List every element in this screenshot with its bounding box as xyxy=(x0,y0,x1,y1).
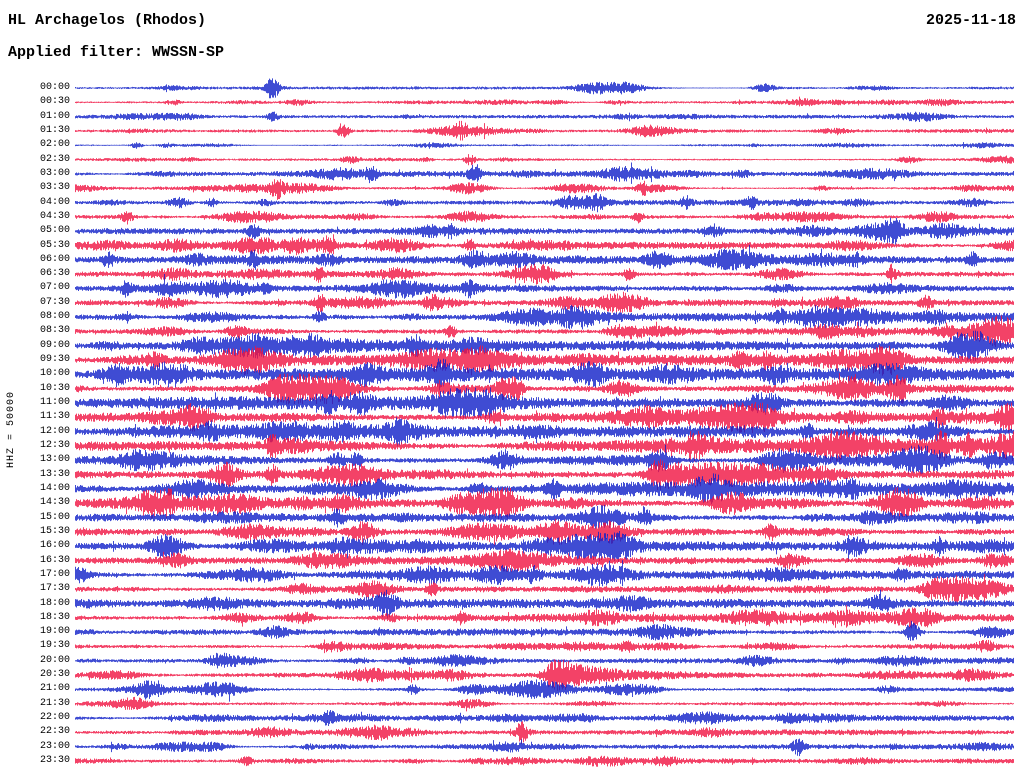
trace-time-label: 15:30 xyxy=(39,525,70,537)
trace-time-label: 14:30 xyxy=(39,497,70,509)
trace-time-label: 05:30 xyxy=(39,239,70,251)
trace-time-label: 20:30 xyxy=(39,669,70,681)
trace-time-label: 18:00 xyxy=(39,597,70,609)
trace-time-label: 10:30 xyxy=(39,382,70,394)
trace-time-label: 21:00 xyxy=(39,683,70,695)
trace-time-label: 17:00 xyxy=(39,568,70,580)
trace-time-label: 08:30 xyxy=(39,325,70,337)
trace-time-label: 19:30 xyxy=(39,640,70,652)
trace-time-label: 19:00 xyxy=(39,626,70,638)
trace-time-label: 05:00 xyxy=(39,225,70,237)
trace-time-label: 13:30 xyxy=(39,468,70,480)
trace-time-label: 01:00 xyxy=(39,110,70,122)
trace-time-label: 10:00 xyxy=(39,368,70,380)
trace-time-label: 21:30 xyxy=(39,697,70,709)
trace-time-label: 13:00 xyxy=(39,454,70,466)
trace-time-label: 04:00 xyxy=(39,196,70,208)
trace-time-label: 02:30 xyxy=(39,153,70,165)
trace-time-label: 06:00 xyxy=(39,253,70,265)
trace-time-label: 01:30 xyxy=(39,124,70,136)
trace-time-label: 03:30 xyxy=(39,182,70,194)
trace-time-label: 15:00 xyxy=(39,511,70,523)
trace-time-label: 23:30 xyxy=(39,755,70,767)
trace-time-label: 08:00 xyxy=(39,311,70,323)
filter-label: Applied filter: WWSSN-SP xyxy=(8,44,225,61)
trace-time-label: 22:30 xyxy=(39,726,70,738)
trace-time-label: 14:00 xyxy=(39,482,70,494)
trace-time-label: 11:00 xyxy=(39,397,70,409)
trace-time-label: 00:30 xyxy=(39,96,70,108)
page-title: HL Archagelos (Rhodos) xyxy=(8,12,207,29)
trace-time-label: 12:00 xyxy=(39,425,70,437)
trace-time-label: 20:00 xyxy=(39,654,70,666)
trace-time-label: 22:00 xyxy=(39,712,70,724)
trace-time-label: 07:00 xyxy=(39,282,70,294)
trace-time-label: 11:30 xyxy=(39,411,70,423)
trace-time-label: 03:00 xyxy=(39,167,70,179)
trace-time-label: 00:00 xyxy=(39,82,70,93)
trace-time-label: 04:30 xyxy=(39,210,70,222)
trace-time-label: 12:30 xyxy=(39,440,70,451)
trace-time-label: 16:00 xyxy=(39,540,70,552)
trace-time-label: 06:30 xyxy=(39,268,70,280)
trace-time-label: 07:30 xyxy=(39,296,70,308)
trace-time-label: 23:00 xyxy=(39,740,70,752)
date-label: 2025-11-18 xyxy=(925,12,1016,29)
trace-time-label: 17:30 xyxy=(39,583,70,595)
trace-time-label: 02:00 xyxy=(39,139,70,151)
trace-time-label: 18:30 xyxy=(39,611,70,623)
y-axis-label: HHZ = 50000 xyxy=(6,390,17,468)
trace-time-label: 09:00 xyxy=(39,339,70,351)
trace-time-label: 16:30 xyxy=(39,554,70,566)
trace-time-label: 09:30 xyxy=(39,354,70,366)
